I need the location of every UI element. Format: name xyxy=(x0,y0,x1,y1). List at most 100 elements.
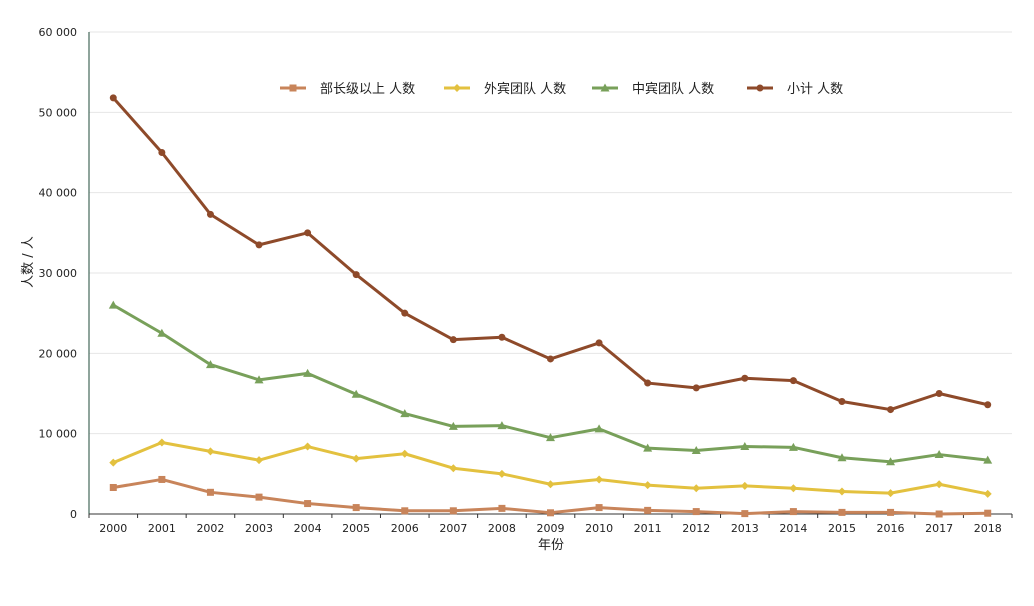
legend-label: 小计 人数 xyxy=(787,82,843,97)
data-point xyxy=(453,84,461,92)
data-point xyxy=(789,377,797,385)
series xyxy=(108,300,993,466)
x-tick-label: 2017 xyxy=(925,522,953,535)
data-point xyxy=(255,241,263,249)
data-point xyxy=(887,406,895,414)
series xyxy=(109,94,992,414)
x-tick-label: 2007 xyxy=(439,522,467,535)
legend-label: 外宾团队 人数 xyxy=(484,81,566,97)
data-point xyxy=(206,210,214,218)
series xyxy=(109,475,992,518)
x-tick-label: 2011 xyxy=(634,522,662,535)
x-tick-label: 2013 xyxy=(731,522,759,535)
data-point xyxy=(352,504,360,512)
legend-label: 中宾团队 人数 xyxy=(632,81,714,97)
legend-item: 小计 人数 xyxy=(747,82,843,97)
data-point xyxy=(886,489,895,498)
data-point xyxy=(595,504,603,512)
x-tick-label: 2004 xyxy=(294,522,322,535)
y-tick-label: 40 000 xyxy=(39,187,78,200)
data-point xyxy=(352,454,361,463)
data-point xyxy=(547,355,554,363)
data-point xyxy=(788,442,798,451)
x-tick-label: 2005 xyxy=(342,522,370,535)
data-point xyxy=(401,507,409,515)
data-point xyxy=(643,443,653,452)
data-point xyxy=(498,333,506,341)
data-point xyxy=(255,456,264,465)
data-point xyxy=(109,94,117,102)
data-point xyxy=(600,83,610,92)
data-point xyxy=(303,368,313,377)
data-point xyxy=(401,309,409,317)
data-point xyxy=(109,483,117,491)
data-point xyxy=(546,433,555,442)
legend-item: 外宾团队 人数 xyxy=(444,81,566,97)
y-tick-label: 50 000 xyxy=(39,106,78,119)
y-tick-label: 60 000 xyxy=(39,26,78,39)
data-point xyxy=(595,339,603,347)
x-tick-label: 2015 xyxy=(828,522,856,535)
x-tick-label: 2009 xyxy=(537,522,565,535)
data-point xyxy=(304,500,312,508)
data-point xyxy=(740,481,749,490)
x-tick-label: 2018 xyxy=(974,522,1002,535)
data-point xyxy=(741,374,749,382)
data-point xyxy=(158,149,166,156)
x-tick-label: 2014 xyxy=(779,522,807,535)
data-point xyxy=(789,508,797,516)
data-point xyxy=(109,458,118,467)
data-point xyxy=(546,480,555,489)
data-point xyxy=(838,398,846,406)
data-point xyxy=(644,379,652,387)
series-line xyxy=(111,96,990,412)
data-point xyxy=(157,328,167,337)
data-point xyxy=(935,480,944,489)
legend-item: 部长级以上 人数 xyxy=(280,82,415,97)
data-point xyxy=(983,489,992,498)
data-point xyxy=(934,450,944,459)
x-tick-label: 2006 xyxy=(391,522,419,535)
data-point xyxy=(157,438,166,447)
series xyxy=(109,438,992,498)
data-point xyxy=(740,442,750,451)
data-point xyxy=(352,271,360,279)
data-point xyxy=(255,493,263,501)
data-point xyxy=(935,510,943,518)
data-point xyxy=(789,484,798,493)
x-tick-label: 2000 xyxy=(99,522,127,535)
data-point xyxy=(498,504,506,512)
data-point xyxy=(837,487,846,496)
data-point xyxy=(756,84,764,92)
data-point xyxy=(887,508,895,516)
data-point xyxy=(449,464,458,473)
data-point xyxy=(303,442,312,451)
x-axis-label: 年份 xyxy=(538,538,564,553)
x-tick-label: 2001 xyxy=(148,522,176,535)
data-point xyxy=(448,421,458,430)
legend-item: 中宾团队 人数 xyxy=(592,81,714,97)
data-point xyxy=(692,484,701,493)
data-point xyxy=(449,507,457,515)
data-point xyxy=(643,481,652,490)
legend-label: 部长级以上 人数 xyxy=(320,82,415,97)
x-tick-label: 2016 xyxy=(877,522,905,535)
data-point xyxy=(984,401,992,409)
data-point xyxy=(206,488,214,496)
data-point xyxy=(692,384,700,392)
data-point xyxy=(400,409,410,418)
legend: 部长级以上 人数 外宾团队 人数 中宾团队 人数 小计 人数 xyxy=(280,81,843,97)
data-point xyxy=(691,446,701,455)
data-point xyxy=(595,475,604,484)
data-point xyxy=(984,509,992,517)
data-point xyxy=(400,449,409,458)
data-point xyxy=(449,336,457,344)
data-point xyxy=(289,84,297,92)
data-point xyxy=(205,360,215,369)
data-point xyxy=(497,421,507,430)
y-tick-label: 10 000 xyxy=(39,428,78,441)
data-point xyxy=(206,447,215,456)
y-tick-label: 0 xyxy=(70,508,77,521)
